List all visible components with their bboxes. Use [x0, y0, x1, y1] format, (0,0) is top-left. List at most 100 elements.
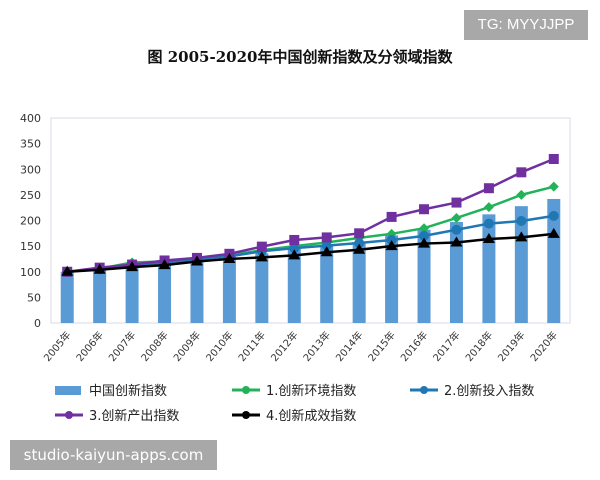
bar-2012年 [287, 248, 301, 323]
y-tick-label: 250 [20, 189, 41, 202]
bar-2019年 [514, 206, 528, 323]
point-3-2011年 [256, 241, 267, 252]
point-4-2006年 [93, 263, 106, 274]
point-4-2013年 [320, 246, 333, 257]
y-tick-label: 400 [20, 112, 41, 125]
legend-label: 1.创新环境指数 [266, 384, 357, 399]
bar-2005年 [60, 271, 74, 323]
point-2-2012年 [289, 243, 300, 254]
point-2-2019年 [516, 216, 527, 227]
legend-diamond-swatch [232, 385, 260, 394]
watermark: studio-kaiyun-apps.com [10, 440, 217, 470]
bar-2016年 [417, 229, 431, 323]
bar-2018年 [482, 214, 496, 323]
bar-2017年 [449, 222, 463, 323]
bar-2011年 [255, 253, 269, 323]
x-tick-label: 2013年 [300, 329, 333, 365]
bar-2010年 [222, 255, 236, 323]
point-3-2016年 [419, 204, 430, 215]
bar-2007年 [125, 265, 139, 323]
point-1-2017年 [451, 212, 462, 223]
legend-circle-swatch [410, 385, 438, 394]
x-tick-label: 2005年 [41, 329, 74, 365]
legend-item: 中国创新指数 [55, 380, 167, 399]
point-2-2014年 [354, 238, 365, 249]
point-3-2018年 [483, 183, 494, 194]
bar-2008年 [158, 263, 172, 323]
point-4-2015年 [385, 240, 398, 251]
point-3-2014年 [354, 228, 365, 239]
x-tick-label: 2010年 [203, 329, 236, 365]
legend-item: 1.创新环境指数 [232, 380, 356, 399]
legend-label: 中国创新指数 [89, 384, 168, 399]
legend-square-swatch [55, 410, 83, 419]
legend-label: 4.创新成效指数 [266, 409, 357, 424]
legend-label: 2.创新投入指数 [444, 384, 535, 399]
point-1-2020年 [548, 181, 559, 192]
bar-2006年 [93, 268, 107, 323]
bar-2020年 [547, 198, 561, 323]
x-tick-label: 2006年 [73, 329, 106, 365]
y-tick-label: 50 [27, 291, 41, 304]
series-line-3 [67, 157, 555, 273]
point-4-2016年 [418, 237, 431, 248]
point-2-2016年 [419, 230, 430, 241]
legend-item: 2.创新投入指数 [410, 380, 534, 399]
legend-item: 3.创新产出指数 [55, 405, 179, 424]
x-tick-label: 2020年 [527, 329, 560, 365]
point-4-2010年 [223, 252, 236, 263]
x-tick-label: 2007年 [106, 329, 139, 365]
chart-title: 图 2005-2020年中国创新指数及分领域指数 [147, 48, 453, 66]
legend-item: 4.创新成效指数 [232, 405, 356, 424]
y-tick-label: 350 [20, 138, 41, 151]
point-2-2020年 [548, 210, 559, 221]
legend-bar-swatch [55, 385, 81, 395]
point-4-2018年 [482, 232, 495, 243]
point-4-2007年 [126, 261, 139, 272]
y-tick-label: 300 [20, 163, 41, 176]
y-tick-label: 100 [20, 266, 41, 279]
point-4-2011年 [255, 251, 268, 262]
x-tick-label: 2008年 [138, 329, 171, 365]
point-4-2019年 [515, 231, 528, 242]
x-tick-label: 2019年 [495, 329, 528, 365]
point-4-2012年 [288, 249, 301, 260]
series-line-4 [67, 232, 554, 273]
point-2-2013年 [321, 240, 332, 251]
point-4-2020年 [547, 227, 560, 238]
point-4-2014年 [353, 243, 366, 254]
point-3-2013年 [321, 232, 332, 243]
point-3-2017年 [451, 197, 462, 208]
point-4-2005年 [61, 265, 74, 276]
y-tick-label: 200 [20, 215, 41, 228]
point-3-2015年 [386, 211, 397, 222]
point-1-2018年 [483, 202, 494, 213]
legend-label: 3.创新产出指数 [89, 409, 180, 424]
plot-area [50, 117, 571, 324]
point-3-2019年 [516, 167, 527, 178]
bar-2014年 [352, 242, 366, 323]
x-tick-label: 2017年 [430, 329, 463, 365]
y-tick-label: 150 [20, 240, 41, 253]
point-2-2018年 [483, 218, 494, 229]
series-line-2 [67, 214, 554, 273]
x-tick-label: 2012年 [268, 329, 301, 365]
x-tick-label: 2009年 [171, 329, 204, 365]
tg-badge: TG: MYYJJPP [464, 10, 588, 40]
point-4-2008年 [158, 259, 171, 270]
point-4-2009年 [190, 255, 203, 266]
legend-triangle-swatch [232, 410, 260, 419]
point-3-2012年 [289, 234, 300, 245]
point-4-2017年 [450, 236, 463, 247]
point-1-2016年 [419, 223, 430, 234]
point-3-2020年 [548, 154, 559, 164]
series-line-1 [67, 185, 555, 273]
y-tick-label: 0 [34, 317, 41, 330]
x-tick-label: 2011年 [235, 329, 268, 365]
x-tick-label: 2016年 [398, 329, 431, 365]
x-tick-label: 2014年 [333, 329, 366, 365]
point-2-2017年 [451, 224, 462, 235]
point-1-2019年 [516, 189, 527, 200]
bar-2015年 [385, 235, 399, 323]
